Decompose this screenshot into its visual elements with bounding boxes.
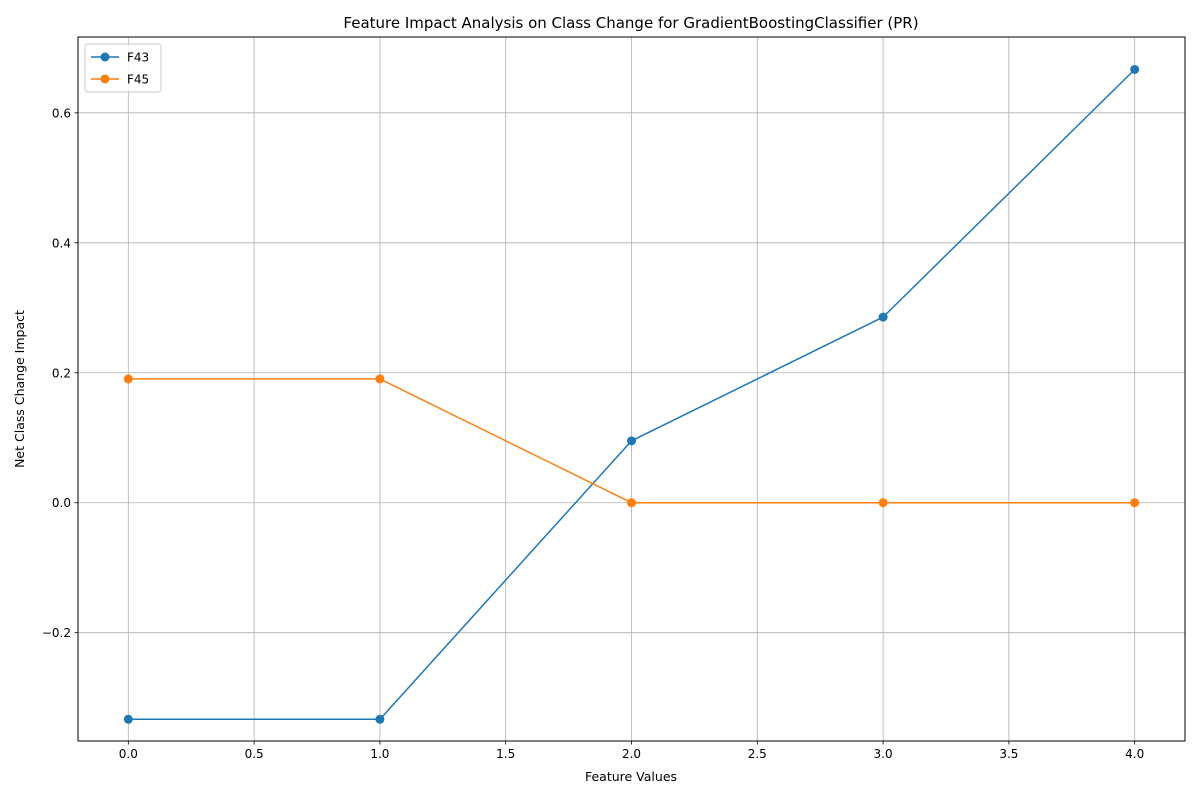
data-point xyxy=(878,498,888,508)
x-tick-label: 3.0 xyxy=(874,747,893,761)
data-point xyxy=(123,374,133,384)
y-tick-label: 0.6 xyxy=(52,106,71,120)
legend-swatch-marker xyxy=(100,74,110,84)
y-axis-ticks: −0.2 0.0 0.2 0.4 0.6 xyxy=(42,106,78,640)
legend-swatch-marker xyxy=(100,52,110,62)
series-layer xyxy=(123,64,1140,724)
grid xyxy=(78,37,1185,741)
legend-item-f45: F45 xyxy=(91,73,149,87)
legend-item-f43: F43 xyxy=(91,51,149,65)
x-tick-label: 4.0 xyxy=(1125,747,1144,761)
data-point xyxy=(123,714,133,724)
legend-box xyxy=(84,43,162,93)
y-axis-label: Net Class Change Impact xyxy=(12,310,27,468)
chart-title: Feature Impact Analysis on Class Change … xyxy=(343,14,918,32)
data-point xyxy=(375,714,385,724)
legend: F43 F45 xyxy=(84,43,162,93)
y-tick-label: 0.4 xyxy=(52,236,71,250)
data-point xyxy=(375,374,385,384)
legend-label-f43: F43 xyxy=(127,51,149,65)
data-point xyxy=(878,312,888,322)
x-tick-label: 1.5 xyxy=(496,747,515,761)
data-point xyxy=(1130,498,1140,508)
x-axis-ticks: 0.0 0.5 1.0 1.5 2.0 2.5 3.0 3.5 4.0 xyxy=(119,741,1144,761)
series-f43 xyxy=(123,64,1140,724)
x-axis-label: Feature Values xyxy=(585,769,677,784)
y-tick-label: 0.2 xyxy=(52,366,71,380)
y-tick-label: −0.2 xyxy=(42,626,71,640)
x-tick-label: 1.0 xyxy=(370,747,389,761)
series-f45 xyxy=(123,374,1140,508)
x-tick-label: 2.5 xyxy=(748,747,767,761)
x-tick-label: 2.0 xyxy=(622,747,641,761)
x-tick-label: 0.5 xyxy=(245,747,264,761)
data-point xyxy=(1130,64,1140,74)
legend-label-f45: F45 xyxy=(127,73,149,87)
x-tick-label: 3.5 xyxy=(999,747,1018,761)
x-tick-label: 0.0 xyxy=(119,747,138,761)
data-point xyxy=(627,498,636,508)
data-point xyxy=(627,436,636,446)
y-tick-label: 0.0 xyxy=(52,496,71,510)
